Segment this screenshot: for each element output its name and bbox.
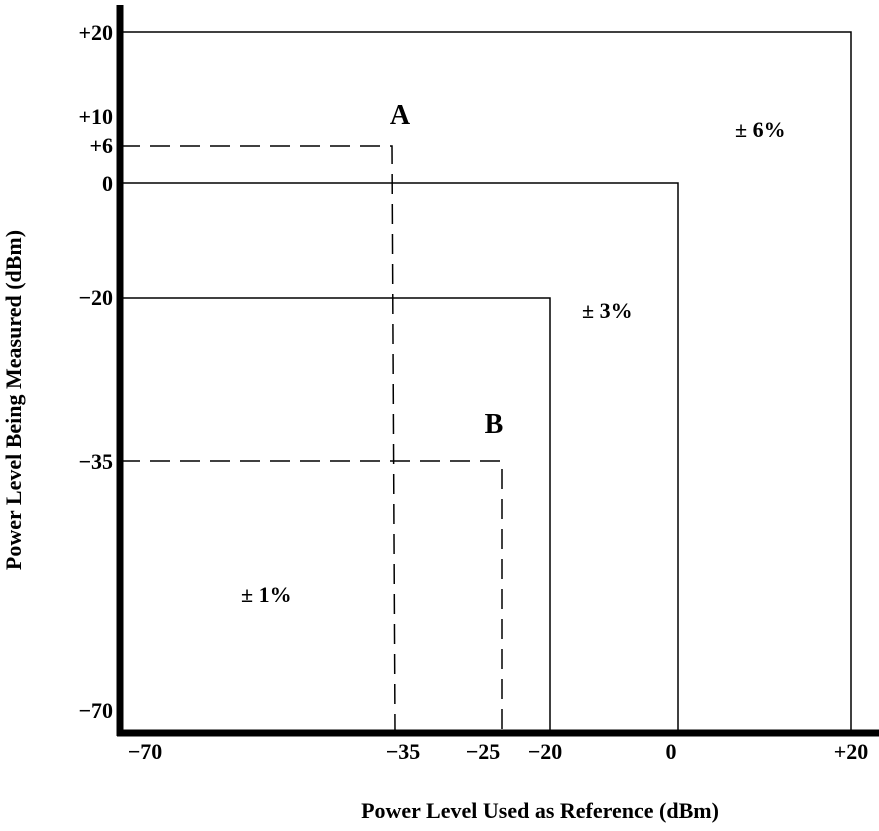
region-label-6pct: ± 6%	[735, 117, 786, 142]
x-tick-minus35: −35	[386, 739, 421, 764]
x-axis-title: Power Level Used as Reference (dBm)	[361, 798, 719, 823]
x-tick-minus20: −20	[528, 739, 563, 764]
y-tick-plus6: +6	[89, 133, 113, 158]
x-tick-plus20: +20	[834, 739, 869, 764]
y-tick-plus10: +10	[78, 104, 113, 129]
y-tick-minus70: −70	[78, 698, 113, 723]
y-tick-plus20: +20	[78, 20, 113, 45]
x-tick-0: 0	[666, 739, 677, 764]
region-label-1pct: ± 1%	[241, 582, 292, 607]
region-label-3pct: ± 3%	[582, 298, 633, 323]
guide-line-a	[120, 145, 396, 732]
guide-line-b	[120, 460, 503, 731]
y-tick-0: 0	[102, 171, 113, 196]
point-label-b: B	[485, 409, 504, 440]
region-boundary-1pct	[120, 297, 551, 731]
region-boundary-3pct	[120, 182, 679, 731]
x-tick-minus70: −70	[128, 739, 163, 764]
y-tick-minus20: −20	[78, 285, 113, 310]
point-label-a: A	[390, 100, 411, 131]
region-boundary-6pct	[120, 31, 852, 731]
x-tick-minus25: −25	[466, 739, 501, 764]
y-axis-title: Power Level Being Measured (dBm)	[1, 230, 26, 570]
y-tick-minus35: −35	[78, 449, 113, 474]
